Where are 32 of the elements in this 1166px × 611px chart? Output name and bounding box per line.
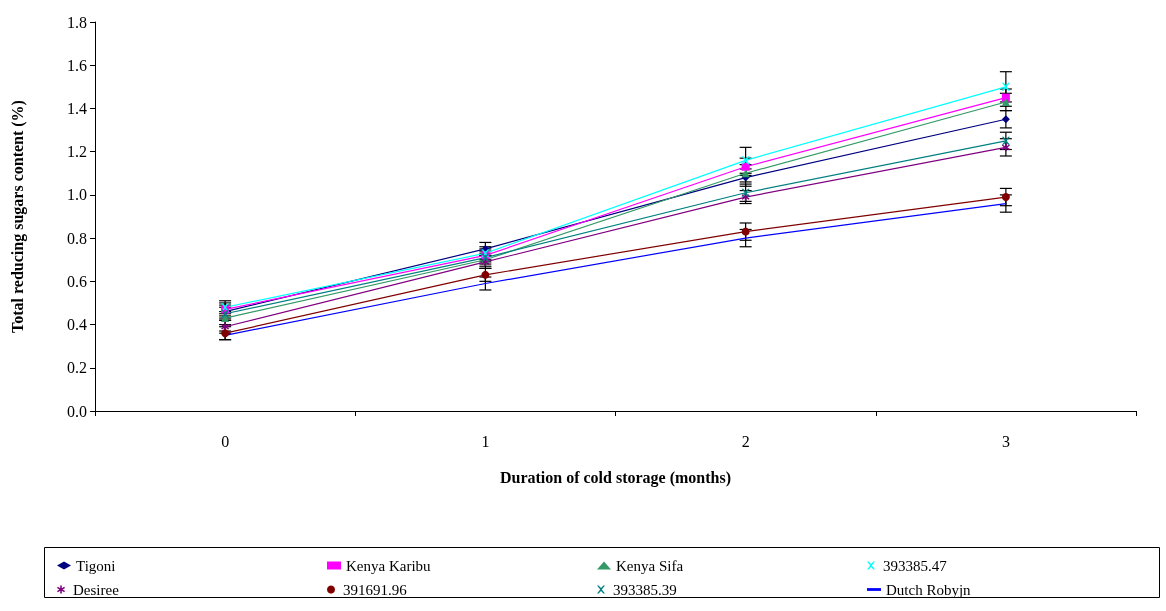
y-tick-label: 0.0 (67, 402, 87, 420)
point (1001, 82, 1010, 91)
legend-label: Kenya Sifa (616, 557, 684, 574)
point (741, 227, 750, 236)
point (1001, 136, 1010, 145)
y-tick-label: 1.2 (67, 143, 87, 161)
y-tick-label: 0.2 (67, 359, 87, 377)
y-tick-label: 1.4 (67, 99, 87, 117)
point (1001, 193, 1010, 202)
y-tick-label: 0.4 (67, 316, 87, 334)
legend-label: Dutch Robyjn (886, 581, 972, 598)
y-axis-title: Total reducing sugars content (%) (8, 100, 27, 333)
x-tick-label: 0 (221, 432, 230, 450)
y-tick-label: 1.6 (67, 56, 87, 74)
legend-label: Kenya Karibu (346, 557, 432, 574)
x-tick-label: 2 (741, 432, 750, 450)
point (1001, 143, 1010, 152)
y-tick-label: 0.6 (67, 272, 87, 290)
y-tick-label: 1.0 (67, 186, 87, 204)
x-axis-title: Duration of cold storage (months) (499, 468, 732, 487)
y-tick-label: 0.8 (67, 229, 87, 247)
point (741, 156, 750, 165)
point (1001, 97, 1010, 106)
legend-label: 391691.96 (343, 581, 408, 598)
y-tick-label: 1.8 (67, 13, 87, 31)
legend-label: Tigoni (76, 557, 116, 574)
legend-label: 393385.47 (883, 557, 948, 574)
legend-label: 393385.39 (613, 581, 677, 598)
legend-label: Desiree (73, 581, 120, 598)
x-tick-label: 3 (1001, 432, 1010, 450)
point (1001, 115, 1010, 124)
x-tick-label: 1 (481, 432, 490, 450)
